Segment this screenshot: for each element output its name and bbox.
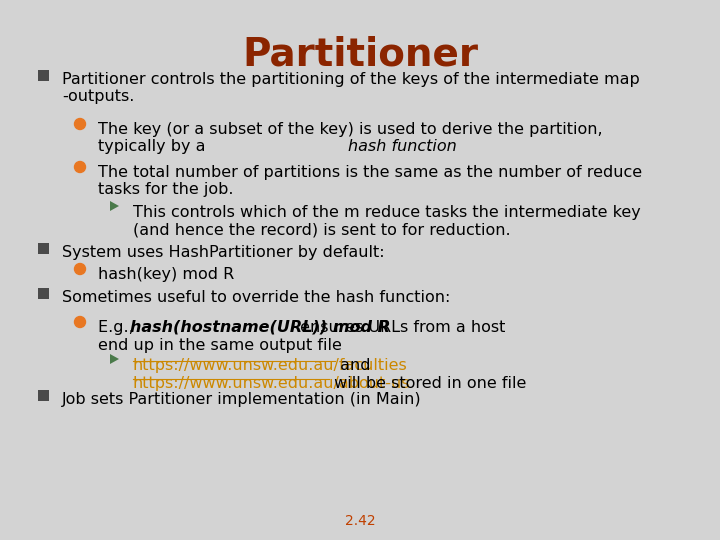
Text: https://www.unsw.edu.au/about-us: https://www.unsw.edu.au/about-us xyxy=(133,376,410,391)
Text: hash function: hash function xyxy=(348,139,456,154)
Text: The key (or a subset of the key) is used to derive the partition,
typically by a: The key (or a subset of the key) is used… xyxy=(98,122,603,154)
Polygon shape xyxy=(110,201,119,211)
Text: https://www.unsw.edu.au/faculties: https://www.unsw.edu.au/faculties xyxy=(133,358,408,373)
Text: Partitioner: Partitioner xyxy=(242,35,478,73)
Text: The total number of partitions is the same as the number of reduce
tasks for the: The total number of partitions is the sa… xyxy=(98,165,642,198)
Text: .: . xyxy=(426,139,431,154)
Bar xyxy=(38,288,49,299)
Text: Partitioner controls the partitioning of the keys of the intermediate map
-outpu: Partitioner controls the partitioning of… xyxy=(62,72,640,104)
Circle shape xyxy=(74,118,86,130)
Text: will be stored in one file: will be stored in one file xyxy=(329,376,526,391)
Bar xyxy=(38,390,49,401)
Text: Sometimes useful to override the hash function:: Sometimes useful to override the hash fu… xyxy=(62,290,451,305)
Text: This controls which of the m reduce tasks the intermediate key
(and hence the re: This controls which of the m reduce task… xyxy=(133,205,641,238)
Text: System uses HashPartitioner by default:: System uses HashPartitioner by default: xyxy=(62,245,384,260)
Text: hash(hostname(URL)) mod R: hash(hostname(URL)) mod R xyxy=(130,320,390,335)
Text: E.g.,: E.g., xyxy=(98,320,139,335)
Circle shape xyxy=(74,316,86,327)
Text: ensures URLs from a host: ensures URLs from a host xyxy=(295,320,505,335)
Text: and: and xyxy=(335,358,371,373)
Circle shape xyxy=(74,264,86,274)
Bar xyxy=(38,243,49,254)
Text: Job sets Partitioner implementation (in Main): Job sets Partitioner implementation (in … xyxy=(62,392,422,407)
Text: 2.42: 2.42 xyxy=(345,514,375,528)
Circle shape xyxy=(74,161,86,172)
Text: hash(key) mod R: hash(key) mod R xyxy=(98,267,234,282)
Polygon shape xyxy=(110,354,119,364)
Bar xyxy=(38,70,49,81)
Text: end up in the same output file: end up in the same output file xyxy=(98,338,342,353)
